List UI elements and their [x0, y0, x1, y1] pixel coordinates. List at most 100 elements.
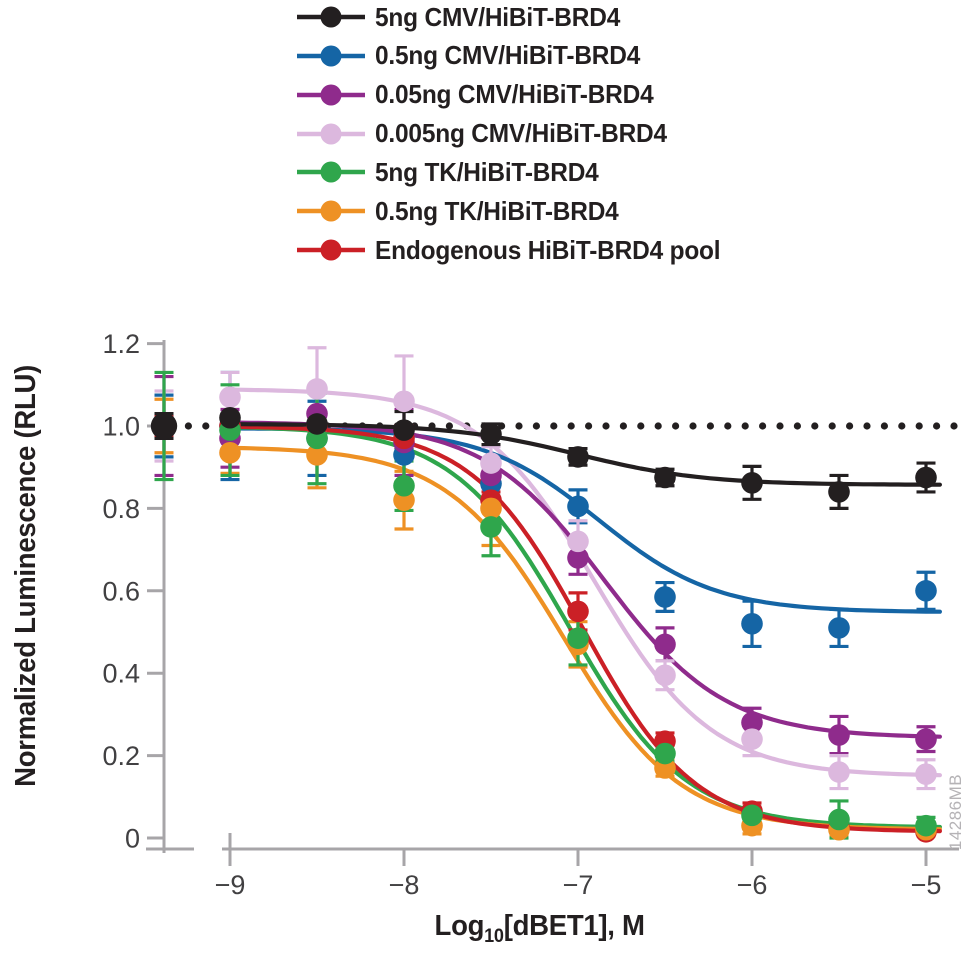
y-axis-title-text: Normalized Luminescence (RLU): [10, 365, 42, 787]
legend-label: 5ng TK/HiBiT-BRD4: [375, 156, 599, 187]
data-point-cmv005: [654, 633, 676, 656]
reference-dot: [898, 422, 906, 430]
data-point-cmv05: [654, 586, 676, 608]
reference-dot: [515, 422, 523, 430]
data-point-cmv5: [219, 406, 241, 429]
watermark: 14286MB: [946, 773, 965, 851]
legend-marker-endo: [297, 239, 365, 261]
reference-dot: [184, 422, 192, 430]
reference-dot: [532, 422, 541, 430]
legend-label: 5ng CMV/HiBiT-BRD4: [375, 1, 621, 32]
data-point-endo: [567, 600, 589, 623]
legend-item-endo: Endogenous HiBiT-BRD4 pool: [296, 235, 742, 265]
data-point-tk5: [480, 516, 502, 538]
x-title-prefix: Log: [434, 910, 485, 942]
reference-dot: [585, 422, 593, 430]
legend-item-tk05: 0.5ng TK/HiBiT-BRD4: [296, 196, 634, 226]
y-tick-label: 1.0: [102, 412, 140, 442]
legend-label: Endogenous HiBiT-BRD4 pool: [375, 234, 721, 265]
data-point-cmv05: [828, 617, 850, 639]
data-point-cmv0005: [741, 728, 763, 750]
data-point-cmv5: [828, 481, 850, 503]
data-point-cmv005: [567, 547, 589, 569]
legend-marker-cmv5: [297, 6, 365, 28]
reference-dot: [950, 422, 958, 430]
data-point-cmv05: [567, 495, 589, 518]
axes: 0 0.2 0.4 0.6 0.8 1.0 1.2 −9 −8 −7 −6 −5: [102, 329, 959, 900]
curve-cmv005: [227, 420, 943, 739]
data-point-tk5: [915, 814, 937, 837]
data-point-cmv0005: [480, 452, 502, 474]
data-point-cmv005: [828, 724, 850, 746]
data-point-tk05: [306, 444, 328, 466]
data-point-cmv5: [654, 466, 676, 489]
data-point-cmv05: [915, 580, 937, 602]
reference-dot: [602, 422, 610, 430]
x-tick-label: −6: [737, 870, 768, 900]
legend-item-tk5: 5ng TK/HiBiT-BRD4: [296, 157, 613, 187]
control-point: [150, 412, 178, 440]
legend-marker-cmv0005: [297, 123, 365, 145]
legend-item-cmv005: 0.05ng CMV/HiBiT-BRD4: [296, 79, 671, 110]
x-tick-label: −7: [563, 870, 594, 900]
reference-dot: [863, 422, 871, 430]
data-point-cmv0005: [306, 378, 328, 400]
reference-dot: [567, 422, 575, 430]
reference-dot: [445, 422, 453, 430]
y-axis-title: Normalized Luminescence (RLU): [10, 296, 52, 856]
data-point-tk5: [828, 808, 850, 831]
data-point-cmv0005: [567, 530, 589, 553]
legend-label: 0.005ng CMV/HiBiT-BRD4: [375, 118, 667, 149]
x-tick-label: −9: [215, 870, 246, 900]
legend-dot: [320, 123, 342, 145]
reference-dot: [741, 422, 749, 430]
reference-dot: [550, 422, 558, 430]
reference-dot: [759, 422, 767, 430]
data-point-cmv05: [741, 612, 763, 635]
reference-dot: [933, 422, 941, 430]
data-point-cmv0005: [219, 386, 241, 408]
data-point-cmv005: [741, 711, 763, 734]
reference-dot: [672, 422, 680, 430]
y-tick-label: 1.2: [102, 329, 140, 359]
x-axis-title-text: Log10[dBET1], M: [434, 910, 646, 946]
reference-dot: [828, 422, 836, 430]
reference-dot: [202, 422, 210, 430]
legend-item-cmv0005: 0.005ng CMV/HiBiT-BRD4: [296, 118, 686, 149]
legend-marker-tk5: [297, 161, 365, 183]
data-point-tk05: [219, 441, 241, 464]
legend-dot: [320, 200, 342, 222]
legend-marker-cmv005: [297, 84, 365, 106]
data-point-tk5: [741, 804, 763, 827]
legend-label: 0.5ng TK/HiBiT-BRD4: [375, 195, 619, 226]
data-point-tk05: [480, 497, 502, 520]
reference-dot: [689, 422, 697, 430]
data-point-cmv0005: [393, 390, 415, 413]
data-point-tk5: [567, 627, 589, 649]
data-point-cmv5: [915, 466, 937, 489]
data-point-cmv0005: [915, 763, 937, 785]
reference-dot: [724, 422, 732, 430]
reference-dot: [654, 422, 662, 430]
y-tick-label: 0: [125, 824, 140, 854]
data-point-cmv5: [567, 446, 589, 468]
legend-marker-cmv05: [297, 45, 365, 67]
x-title-suffix: [dBET1], M: [504, 910, 646, 942]
data-point-cmv5: [741, 472, 763, 494]
legend-marker-tk05: [297, 200, 365, 222]
legend-item-cmv5: 5ng CMV/HiBiT-BRD4: [296, 2, 636, 32]
reference-dot: [793, 422, 802, 430]
y-tick-label: 0.8: [102, 494, 140, 524]
reference-dot: [706, 422, 715, 430]
x-title-subscript: 10: [484, 926, 505, 947]
x-tick-label: −5: [911, 870, 942, 900]
data-point-cmv0005: [654, 664, 676, 687]
legend-dot: [320, 161, 342, 183]
legend-dot: [320, 6, 342, 28]
data-point-cmv0005: [828, 761, 850, 783]
data-points: [150, 378, 937, 843]
data-point-cmv5: [480, 423, 502, 446]
legend-item-cmv05: 0.5ng CMV/HiBiT-BRD4: [296, 40, 657, 71]
